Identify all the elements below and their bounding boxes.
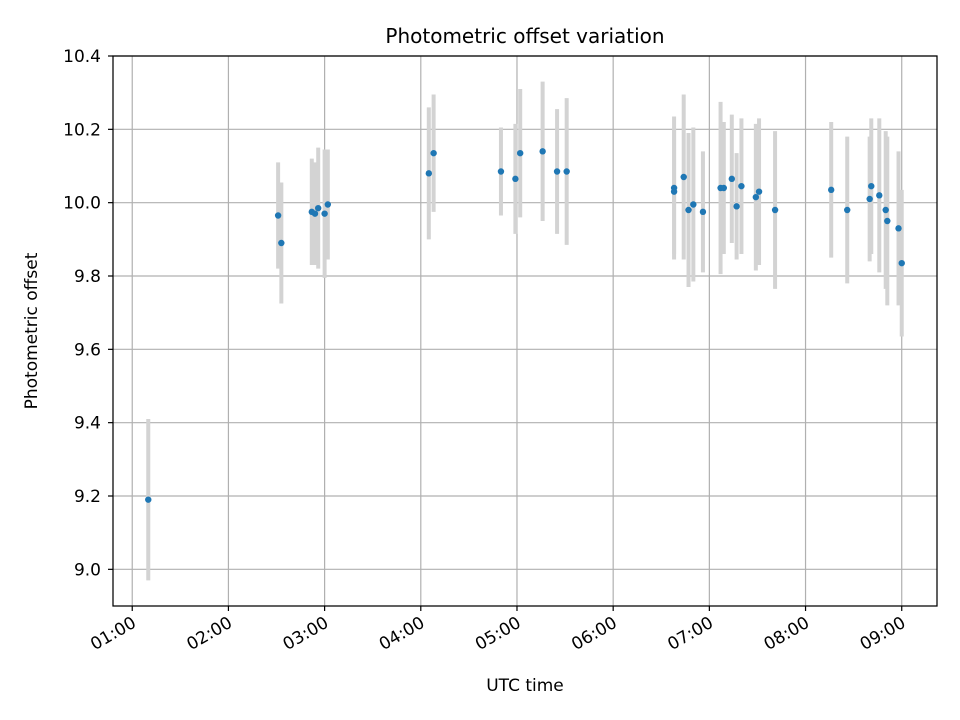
- y-tick-label: 10.0: [63, 194, 101, 214]
- data-point: [866, 195, 873, 203]
- plot-area-frame: [112, 55, 938, 607]
- data-point: [324, 201, 332, 208]
- data-point: [733, 203, 740, 210]
- data-point: [720, 184, 727, 192]
- y-tick-label: 9.8: [74, 267, 101, 287]
- data-point: [670, 188, 678, 195]
- y-tick-label: 9.6: [74, 340, 101, 360]
- data-point: [553, 168, 561, 175]
- y-axis-ticks: 9.0 9.2 9.4 9.6 9.8 10.0 10.2 10.4: [63, 47, 113, 580]
- data-point: [895, 225, 902, 232]
- data-point: [738, 182, 745, 190]
- data-point: [882, 206, 889, 214]
- data-point: [755, 188, 763, 195]
- chart-title: Photometric offset variation: [385, 24, 664, 48]
- data-point: [145, 496, 152, 503]
- data-point: [680, 173, 687, 181]
- data-point: [314, 204, 322, 212]
- y-tick-label: 10.4: [63, 47, 101, 67]
- data-point: [771, 206, 779, 214]
- data-point: [876, 192, 883, 199]
- data-point: [898, 259, 905, 267]
- data-point: [425, 170, 433, 177]
- data-point: [685, 206, 692, 214]
- y-tick-label: 10.2: [63, 120, 101, 140]
- data-point: [274, 212, 282, 219]
- data-points: [145, 148, 905, 503]
- data-point: [728, 175, 736, 183]
- data-point: [844, 206, 851, 214]
- y-axis-title: Photometric offset: [22, 252, 42, 409]
- data-point: [539, 148, 546, 155]
- data-point: [321, 210, 328, 217]
- data-point: [827, 186, 835, 194]
- data-point: [430, 149, 437, 157]
- y-tick-label: 9.0: [74, 560, 101, 580]
- data-point: [512, 175, 519, 183]
- data-point: [690, 201, 697, 208]
- data-point: [311, 210, 319, 217]
- data-point: [884, 217, 891, 225]
- data-point: [563, 168, 570, 175]
- y-tick-label: 9.2: [74, 487, 101, 507]
- x-axis-title: UTC time: [486, 676, 564, 696]
- data-point: [516, 149, 524, 157]
- data-point: [752, 193, 760, 201]
- y-tick-label: 9.4: [74, 414, 101, 434]
- data-point: [868, 182, 875, 190]
- data-point: [497, 168, 505, 175]
- data-point: [278, 239, 285, 247]
- data-point: [699, 208, 707, 216]
